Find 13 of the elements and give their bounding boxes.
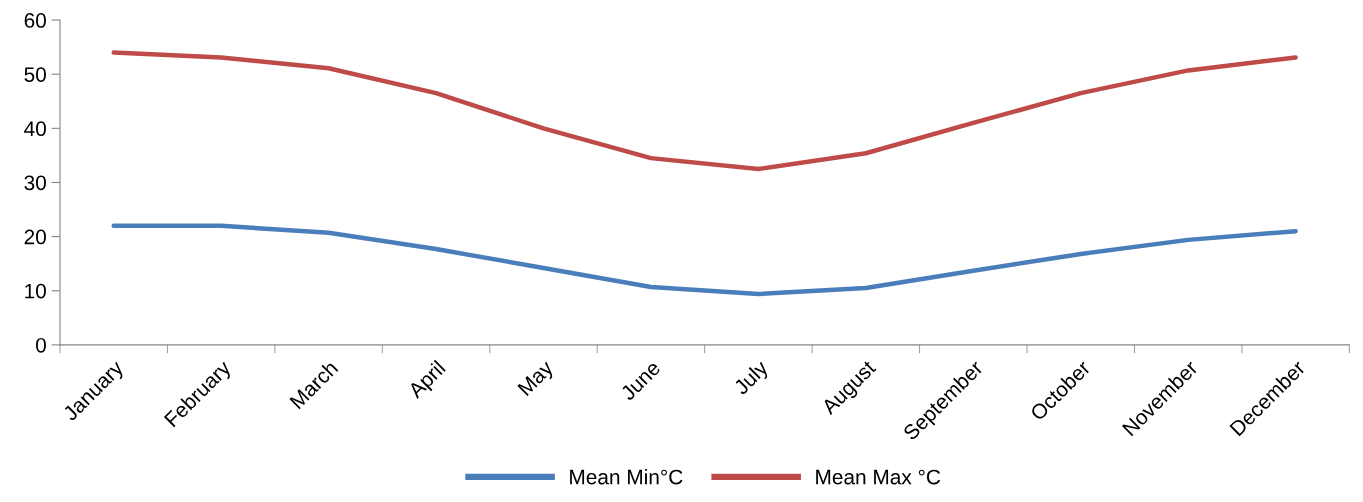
x-tick-label: July [732,358,773,399]
line-series [111,223,1298,297]
y-tick-label: 60 [24,13,46,28]
legend-label: Mean Min°C [570,469,683,485]
x-tick-label: May [517,359,558,400]
y-tick-label: 50 [24,67,46,82]
y-tick-label: 0 [36,337,46,353]
y-tick-label: 20 [24,229,46,245]
y-tick-label: 30 [24,175,46,191]
y-tick-label: 10 [25,283,46,299]
legend-label: Mean Max °C [816,469,941,485]
y-tick-label: 40 [24,121,46,137]
line-series [111,50,1298,172]
